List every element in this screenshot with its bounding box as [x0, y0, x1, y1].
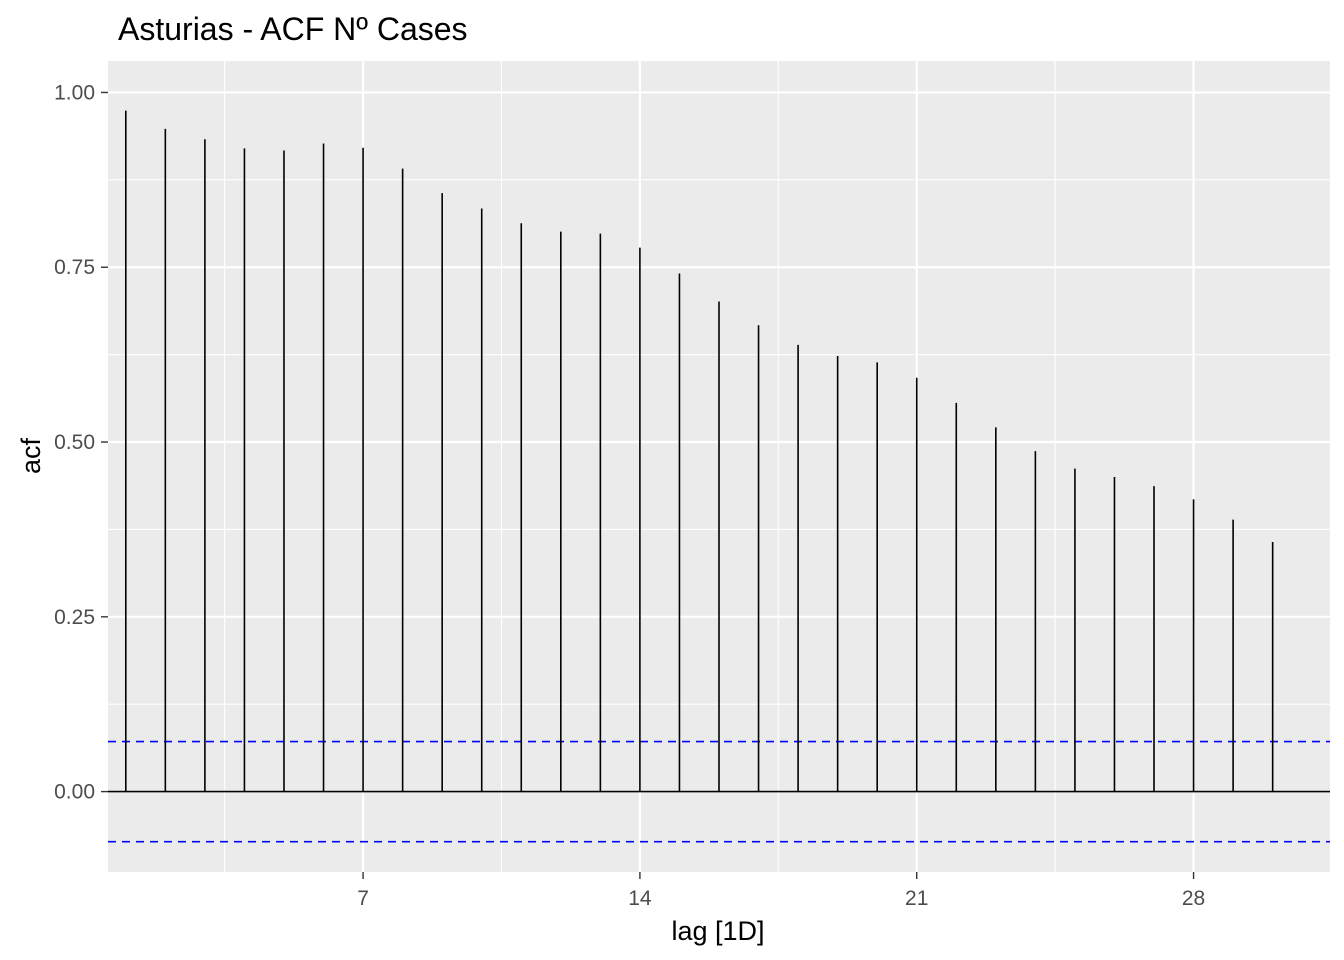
chart-title: Asturias - ACF Nº Cases — [118, 11, 468, 47]
confidence-bounds — [108, 740, 1330, 843]
y-axis-title: acf — [16, 437, 46, 474]
x-tick-label-2: 21 — [905, 887, 928, 910]
y-tick-label-4: 1.00 — [54, 81, 95, 104]
y-tick-label-0: 0.00 — [54, 781, 95, 804]
x-axis-ticks: 7 14 21 28 — [357, 872, 1205, 910]
x-axis-title: lag [1D] — [671, 916, 764, 946]
y-tick-label-2: 0.50 — [54, 431, 95, 454]
x-tick-label-0: 7 — [357, 887, 369, 910]
x-tick-label-1: 14 — [628, 887, 652, 910]
y-tick-label-3: 0.75 — [54, 256, 95, 279]
x-tick-label-3: 28 — [1182, 887, 1205, 910]
y-tick-label-1: 0.25 — [54, 606, 95, 629]
acf-bars — [124, 110, 1274, 792]
y-axis-ticks: 0.00 0.25 0.50 0.75 1.00 — [54, 81, 108, 804]
